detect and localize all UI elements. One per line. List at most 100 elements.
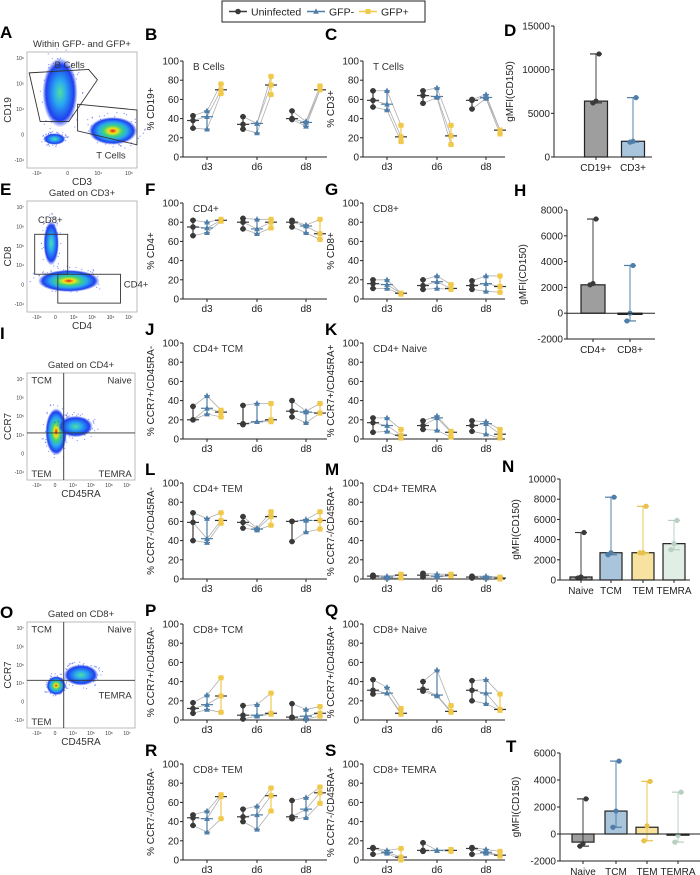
y-tick-label: 80 — [168, 779, 180, 790]
flow-xtick: 10⁴ — [70, 315, 78, 321]
event-dot — [68, 684, 70, 686]
y-tick-label: 60 — [168, 95, 180, 106]
data-point — [218, 816, 224, 822]
data-point — [303, 516, 309, 522]
data-point — [254, 524, 260, 531]
group-GFP+ — [215, 407, 227, 420]
y-tick-label: 100 — [162, 57, 179, 68]
event-dot — [45, 684, 47, 686]
x-tick-label: d3 — [201, 444, 213, 455]
event-dot — [66, 412, 69, 414]
data-point — [469, 106, 475, 112]
data-point — [218, 510, 224, 516]
group-GFP- — [381, 414, 393, 434]
data-point — [434, 666, 440, 673]
data-point — [593, 98, 599, 104]
data-point — [240, 525, 246, 531]
density-cloud — [88, 116, 137, 145]
y-axis-label: % CCR7-/CD45RA- — [146, 487, 157, 575]
flow-xtick: -10⁴ — [32, 171, 41, 177]
event-dot — [112, 146, 114, 148]
data-point — [384, 847, 390, 853]
data-point — [434, 412, 440, 419]
panel-letter: D — [504, 21, 516, 40]
data-point — [303, 814, 309, 821]
data-point — [384, 689, 390, 696]
y-tick-label: 15000 — [522, 22, 550, 33]
group-GFP+ — [265, 785, 277, 814]
event-dot — [70, 663, 72, 665]
y-tick-label: 100 — [342, 620, 359, 631]
event-dot — [47, 144, 49, 146]
data-point — [610, 824, 616, 830]
data-point — [398, 432, 404, 438]
group-GFP- — [251, 120, 263, 136]
y-tick-label: 0 — [550, 576, 556, 587]
event-dot — [81, 413, 83, 415]
group-Uninfected — [367, 844, 379, 858]
data-point — [240, 402, 246, 409]
data-point — [370, 97, 376, 104]
group-GFP+ — [314, 784, 326, 806]
y-tick-label: 80 — [348, 639, 360, 650]
data-point — [448, 122, 454, 128]
flow-xtick: 0 — [54, 315, 57, 321]
data-point — [190, 812, 196, 818]
data-point — [497, 706, 503, 712]
event-dot — [64, 447, 66, 449]
data-point — [254, 711, 260, 718]
x-tick-label: CD4+ — [580, 345, 606, 356]
x-tick-label: d3 — [381, 865, 393, 875]
data-point — [240, 519, 246, 526]
event-dot — [71, 63, 73, 65]
event-dot — [65, 687, 68, 689]
data-point — [268, 82, 274, 88]
group-Uninfected — [367, 676, 379, 697]
y-tick-label: 0 — [173, 435, 179, 446]
density-cloud — [46, 676, 66, 696]
data-point — [240, 121, 246, 128]
event-dot — [47, 133, 50, 135]
x-tick-label: TEMRA — [661, 867, 696, 875]
event-dot — [44, 691, 46, 693]
event-dot — [45, 120, 47, 122]
panel-title: CD8+ — [373, 204, 399, 215]
data-point — [317, 800, 323, 806]
event-dot — [49, 404, 52, 406]
group-GFP- — [201, 107, 213, 132]
data-point — [289, 217, 295, 224]
data-point — [581, 529, 587, 536]
flow-xtick: 10⁶ — [107, 315, 115, 321]
chart-R: R 0 20 40 60 80 100 d3 d6 d8 CD8+ TEM % CCR7-/CD45R… — [145, 741, 327, 875]
event-dot — [75, 266, 77, 269]
flow-axis-ticks: 10⁷ 10⁶ 10⁵ 10⁴ 0 -10⁴ -10⁴ 0 10⁴ 10⁵ 10⁶ 10⁷ — [15, 626, 131, 737]
chart-Q: Q 0 20 40 60 80 100 d3 d6 d8 CD8+ Naive % CCR7+/CD4… — [325, 601, 506, 736]
event-dot — [87, 270, 89, 272]
y-axis-label: % CD19+ — [146, 87, 157, 130]
group-GFP+ — [265, 73, 277, 98]
flow-xtick: 0 — [54, 731, 57, 737]
data-point — [370, 87, 376, 94]
flow-ytick: 10⁵ — [16, 244, 24, 250]
data-point — [370, 419, 376, 426]
event-dot — [71, 662, 74, 664]
data-point — [483, 846, 489, 852]
group-GFP+ — [395, 426, 407, 441]
data-point — [254, 230, 260, 237]
group-GFP+ — [314, 216, 326, 242]
panel-letter: L — [145, 460, 155, 479]
data-point — [190, 232, 196, 239]
data-point — [469, 687, 475, 694]
data-point — [303, 712, 309, 719]
chart-G: G 0 20 40 60 80 100 d3 d6 d8 CD8+ % CD8+ — [325, 180, 506, 315]
event-dot — [42, 271, 44, 273]
data-point — [190, 710, 196, 717]
group-GFP+ — [395, 571, 407, 581]
group-Uninfected — [237, 113, 249, 132]
data-point — [317, 790, 323, 796]
data-point — [254, 418, 260, 425]
y-tick-label: 20 — [168, 696, 180, 707]
y-axis-label: % CD8+ — [326, 232, 337, 270]
event-dot — [66, 136, 68, 138]
event-dot — [43, 222, 46, 224]
